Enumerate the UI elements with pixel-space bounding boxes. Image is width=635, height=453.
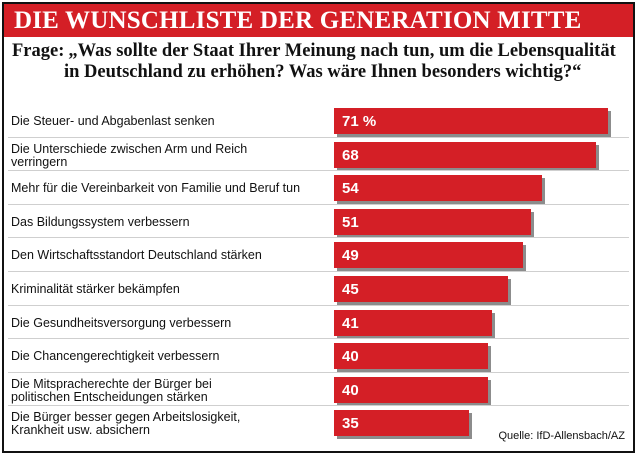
category-label-line: Die Unterschiede zwischen Arm und Reich: [11, 141, 248, 156]
category-label: Das Bildungssystem verbessern: [11, 214, 331, 229]
bar-row: Die Bürger besser gegen Arbeitslosigkeit…: [4, 405, 633, 441]
bar-row: Das Bildungssystem verbessern 51: [4, 203, 633, 240]
bar-value-label: 35: [342, 415, 359, 433]
bar-row: Kriminalität stärker bekämpfen 45: [4, 271, 633, 307]
category-label-line: Die Gesundheitsversorgung verbessern: [11, 315, 232, 330]
bar-value-label: 71 %: [342, 113, 377, 130]
category-label-line: Kriminalität stärker bekämpfen: [11, 282, 180, 296]
row-separator: [8, 271, 629, 272]
survey-question: Frage: „Was sollte der Staat Ihrer Meinun…: [12, 41, 624, 83]
category-label-line: Die Chancengerechtigkeit verbessern: [11, 349, 220, 364]
bar-row: Die Chancengerechtigkeit verbessern 40: [4, 338, 633, 374]
bar-row: Die Unterschiede zwischen Arm und Reich v…: [4, 136, 633, 173]
bar-row: Mehr für die Vereinbarkeit von Familie u…: [4, 170, 633, 206]
bar: 51: [334, 208, 531, 235]
question-line-2: in Deutschland zu erhöhen? Was wäre Ihne…: [64, 62, 582, 82]
bar-value-label: 45: [342, 281, 359, 298]
category-label-line: politischen Entscheidungen stärken: [11, 389, 208, 404]
category-label-line: Die Steuer- und Abgabenlast senken: [11, 114, 215, 128]
bar: 49: [334, 242, 524, 269]
title-bar: DIE WUNSCHLISTE DER GENERATION MITTE: [4, 4, 633, 37]
category-label: Die Chancengerechtigkeit verbessern: [11, 350, 331, 363]
category-label: Die Mitspracherechte der Bürger bei polit…: [11, 376, 331, 404]
bar-value-label: 40: [342, 348, 359, 366]
row-separator: [8, 371, 629, 373]
category-label-line: Krankheit usw. absichern: [11, 423, 150, 438]
category-label: Die Gesundheitsversorgung verbessern: [11, 315, 331, 330]
chart-title: DIE WUNSCHLISTE DER GENERATION MITTE: [14, 7, 582, 34]
bar: 68: [334, 141, 597, 168]
bar-row: Den Wirtschaftsstandort Deutschland stär…: [4, 237, 633, 273]
bar: 35: [334, 410, 470, 437]
category-label: Die Bürger besser gegen Arbeitslosigkeit…: [11, 411, 331, 437]
bar-value-label: 40: [342, 381, 359, 399]
category-label-line: Die Mitspracherechte der Bürger bei: [11, 376, 212, 391]
row-separator: [8, 237, 629, 239]
row-separator: [8, 203, 629, 205]
category-label-line: Die Bürger besser gegen Arbeitslosigkeit…: [11, 410, 241, 425]
row-separator: [8, 136, 629, 138]
category-label-line: Mehr für die Vereinbarkeit von Familie u…: [11, 181, 301, 196]
source-note: Quelle: IfD-Allensbach/AZ: [498, 430, 625, 442]
bar-value-label: 68: [342, 146, 359, 164]
category-label: Die Unterschiede zwischen Arm und Reich v…: [11, 141, 331, 169]
bar-row: Die Steuer- und Abgabenlast senken 71 %: [4, 105, 633, 139]
bar-value-label: 51: [342, 213, 359, 231]
bar: 71 %: [334, 108, 609, 134]
category-label: Mehr für die Vereinbarkeit von Familie u…: [11, 182, 331, 195]
category-label-line: Den Wirtschaftsstandort Deutschland stär…: [11, 248, 262, 263]
category-label-line: verringern: [11, 154, 68, 169]
category-label: Die Steuer- und Abgabenlast senken: [11, 115, 331, 128]
question-label: Frage:: [12, 41, 65, 61]
bar-row: Die Gesundheitsversorgung verbessern 41: [4, 304, 633, 341]
category-label: Kriminalität stärker bekämpfen: [11, 283, 331, 296]
bar: 45: [334, 276, 508, 302]
row-separator: [8, 170, 629, 172]
bar-row: Die Mitspracherechte der Bürger bei polit…: [4, 371, 633, 408]
bar: 40: [334, 343, 489, 370]
row-separator: [8, 405, 629, 407]
row-separator: [8, 338, 629, 340]
category-label-line: Das Bildungssystem verbessern: [11, 214, 190, 229]
bar-value-label: 41: [342, 314, 359, 332]
bar: 54: [334, 175, 543, 202]
question-line-1: „Was sollte der Staat Ihrer Meinung nach…: [68, 41, 616, 61]
bar-value-label: 54: [342, 180, 359, 198]
bar: 41: [334, 309, 493, 336]
category-label: Den Wirtschaftsstandort Deutschland stär…: [11, 249, 331, 262]
bar: 40: [334, 376, 489, 403]
row-separator: [8, 304, 629, 306]
bar-value-label: 49: [342, 247, 359, 265]
